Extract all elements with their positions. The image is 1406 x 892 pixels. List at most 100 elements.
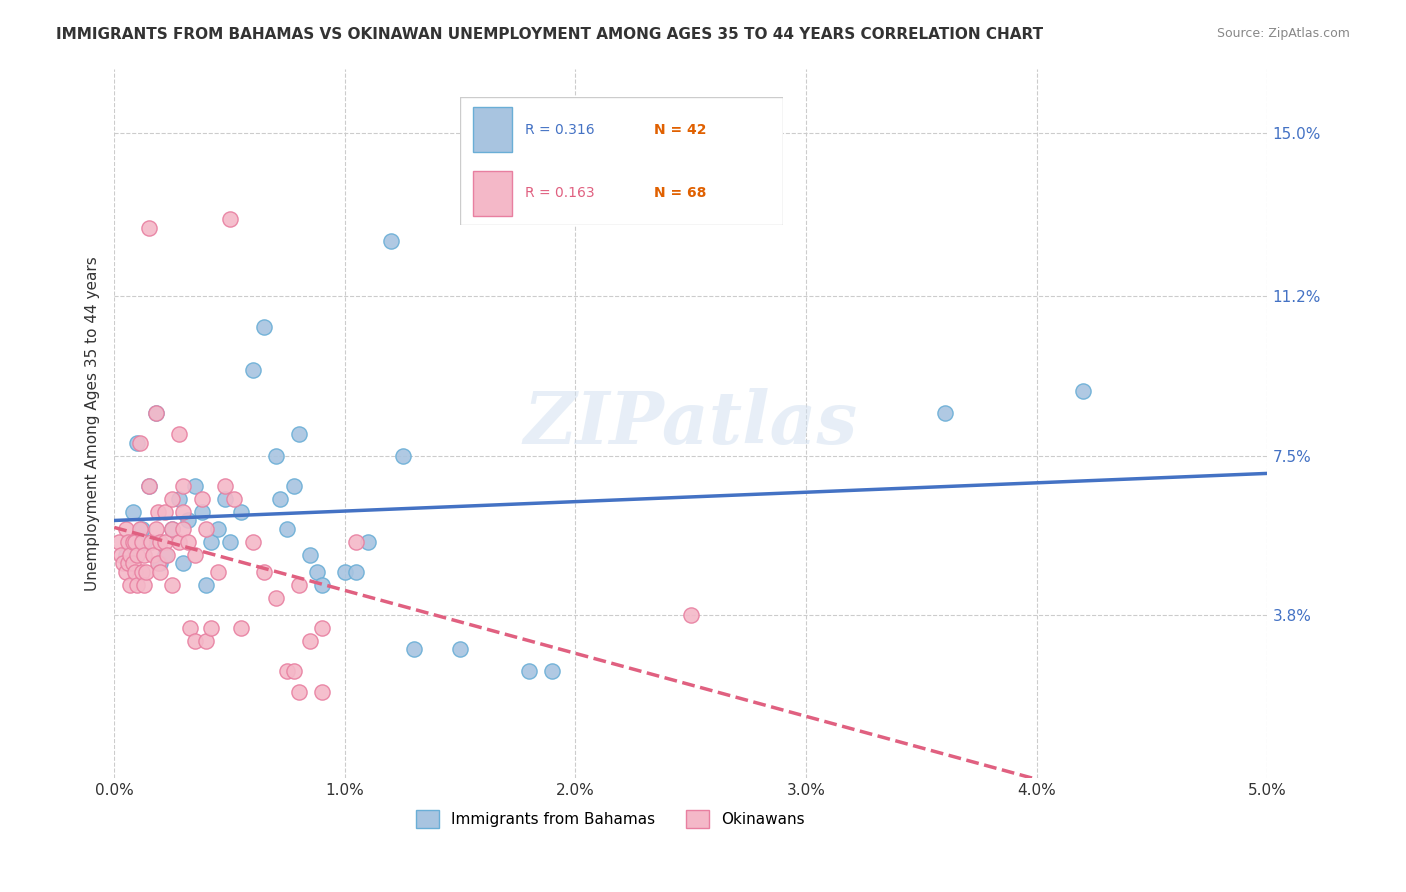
Point (135, 565, 157, 579)
Point (121, 534, 143, 549)
Text: Source: ZipAtlas.com: Source: ZipAtlas.com (1216, 27, 1350, 40)
Point (131, 522, 153, 536)
Point (145, 406, 167, 420)
Point (344, 534, 367, 549)
Point (283, 479, 305, 493)
Point (142, 548, 165, 562)
Point (138, 220, 160, 235)
Point (134, 534, 156, 549)
Point (149, 556, 172, 570)
Point (167, 534, 190, 549)
Point (149, 565, 172, 579)
Point (172, 479, 194, 493)
Point (299, 633, 322, 648)
Point (146, 504, 169, 518)
Point (264, 591, 287, 605)
Point (121, 504, 143, 518)
Y-axis label: Unemployment Among Ages 35 to 44 years: Unemployment Among Ages 35 to 44 years (86, 256, 100, 591)
Point (184, 479, 207, 493)
Point (114, 565, 136, 579)
Point (117, 534, 139, 549)
Point (357, 534, 380, 549)
Point (253, 319, 276, 334)
Point (380, 234, 402, 248)
Point (153, 548, 176, 562)
Point (114, 522, 136, 536)
Point (218, 212, 240, 227)
Point (519, 664, 541, 678)
Legend: Immigrants from Bahamas, Okinawans: Immigrants from Bahamas, Okinawans (409, 804, 810, 834)
Point (200, 534, 222, 549)
Text: IMMIGRANTS FROM BAHAMAS VS OKINAWAN UNEMPLOYMENT AMONG AGES 35 TO 44 YEARS CORRE: IMMIGRANTS FROM BAHAMAS VS OKINAWAN UNEM… (56, 27, 1043, 42)
Point (177, 513, 200, 527)
Point (138, 479, 160, 493)
Point (191, 491, 214, 506)
Point (160, 522, 183, 536)
Point (191, 504, 214, 518)
Point (153, 504, 176, 518)
Point (229, 621, 252, 635)
Point (214, 491, 236, 506)
Point (200, 621, 222, 635)
Point (117, 556, 139, 570)
Point (287, 577, 309, 591)
Point (269, 491, 291, 506)
Point (172, 504, 194, 518)
Point (402, 642, 425, 657)
Point (160, 522, 183, 536)
Point (112, 556, 135, 570)
Point (167, 491, 190, 506)
Point (156, 548, 179, 562)
Point (124, 534, 146, 549)
Point (311, 621, 333, 635)
Point (287, 685, 309, 699)
Point (131, 565, 153, 579)
Point (127, 435, 149, 450)
Point (139, 534, 162, 549)
Point (391, 449, 413, 463)
Point (127, 548, 149, 562)
Point (307, 565, 329, 579)
Point (114, 548, 136, 562)
Point (934, 406, 956, 420)
Point (207, 522, 229, 536)
Point (195, 522, 218, 536)
Point (134, 577, 156, 591)
Point (134, 548, 156, 562)
Point (121, 556, 143, 570)
Point (124, 565, 146, 579)
Point (131, 534, 153, 549)
Point (195, 633, 218, 648)
Point (207, 565, 229, 579)
Point (149, 534, 172, 549)
Point (172, 556, 194, 570)
Point (311, 685, 333, 699)
Point (229, 504, 252, 518)
Point (167, 427, 190, 442)
Point (299, 548, 322, 562)
Point (264, 449, 287, 463)
Point (107, 534, 129, 549)
Point (145, 522, 167, 536)
Point (214, 479, 236, 493)
Point (138, 479, 160, 493)
Point (287, 427, 309, 442)
Point (276, 664, 298, 678)
Point (311, 577, 333, 591)
Point (160, 491, 183, 506)
Point (224, 491, 246, 506)
Point (127, 577, 149, 591)
Point (242, 362, 264, 376)
Point (218, 534, 240, 549)
Point (172, 522, 194, 536)
Point (283, 664, 305, 678)
Point (179, 621, 201, 635)
Point (195, 577, 218, 591)
Point (146, 556, 169, 570)
Point (120, 577, 142, 591)
Point (541, 664, 564, 678)
Point (344, 565, 367, 579)
Point (679, 607, 702, 622)
Point (153, 534, 176, 549)
Point (184, 548, 207, 562)
